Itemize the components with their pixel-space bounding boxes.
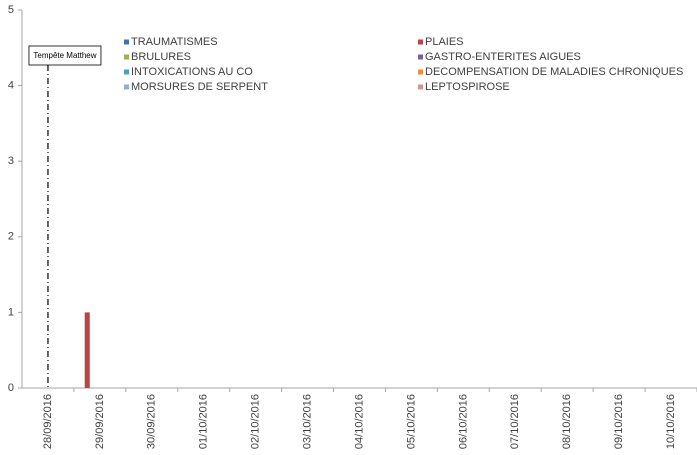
y-tick-label: 1 bbox=[8, 306, 14, 318]
legend-swatch bbox=[418, 54, 423, 60]
y-tick-label: 3 bbox=[8, 155, 14, 167]
x-tick-label: 08/10/2016 bbox=[561, 394, 573, 449]
x-tick-label: 04/10/2016 bbox=[353, 394, 365, 449]
legend-swatch bbox=[418, 84, 423, 90]
legend-swatch bbox=[124, 54, 129, 60]
x-tick-label: 02/10/2016 bbox=[250, 394, 262, 449]
y-tick-label: 4 bbox=[8, 80, 14, 92]
x-tick-label: 05/10/2016 bbox=[405, 394, 417, 449]
y-tick-label: 0 bbox=[8, 382, 14, 394]
legend-swatch bbox=[124, 39, 129, 45]
legend-label: MORSURES DE SERPENT bbox=[131, 81, 268, 93]
x-tick-label: 06/10/2016 bbox=[457, 394, 469, 449]
x-tick-label: 29/09/2016 bbox=[94, 394, 106, 449]
x-tick-label: 03/10/2016 bbox=[301, 394, 313, 449]
bar bbox=[84, 312, 90, 388]
legend-label: LEPTOSPIROSE bbox=[425, 81, 510, 93]
x-tick-label: 30/09/2016 bbox=[146, 394, 158, 449]
annotation-box bbox=[28, 45, 102, 66]
legend-label: GASTRO-ENTERITES AIGUES bbox=[425, 51, 581, 63]
legend-swatch bbox=[124, 84, 129, 90]
x-tick-label: 28/09/2016 bbox=[42, 394, 54, 449]
y-tick-label: 2 bbox=[8, 231, 14, 243]
legend-label: INTOXICATIONS AU CO bbox=[131, 66, 253, 78]
legend-swatch bbox=[418, 39, 423, 45]
legend-label: BRULURES bbox=[131, 51, 191, 63]
annotation-text: Tempête Matthew bbox=[33, 51, 96, 60]
legend-label: DECOMPENSATION DE MALADIES CHRONIQUES bbox=[425, 66, 683, 78]
x-tick-label: 01/10/2016 bbox=[198, 394, 210, 449]
legend-swatch bbox=[124, 69, 129, 75]
legend-label: PLAIES bbox=[425, 36, 464, 48]
x-tick-label: 07/10/2016 bbox=[509, 394, 521, 449]
legend-label: TRAUMATISMES bbox=[131, 36, 218, 48]
x-tick-label: 10/10/2016 bbox=[665, 394, 677, 449]
y-tick-label: 5 bbox=[8, 4, 14, 16]
legend-swatch bbox=[418, 69, 423, 75]
x-tick-label: 09/10/2016 bbox=[613, 394, 625, 449]
